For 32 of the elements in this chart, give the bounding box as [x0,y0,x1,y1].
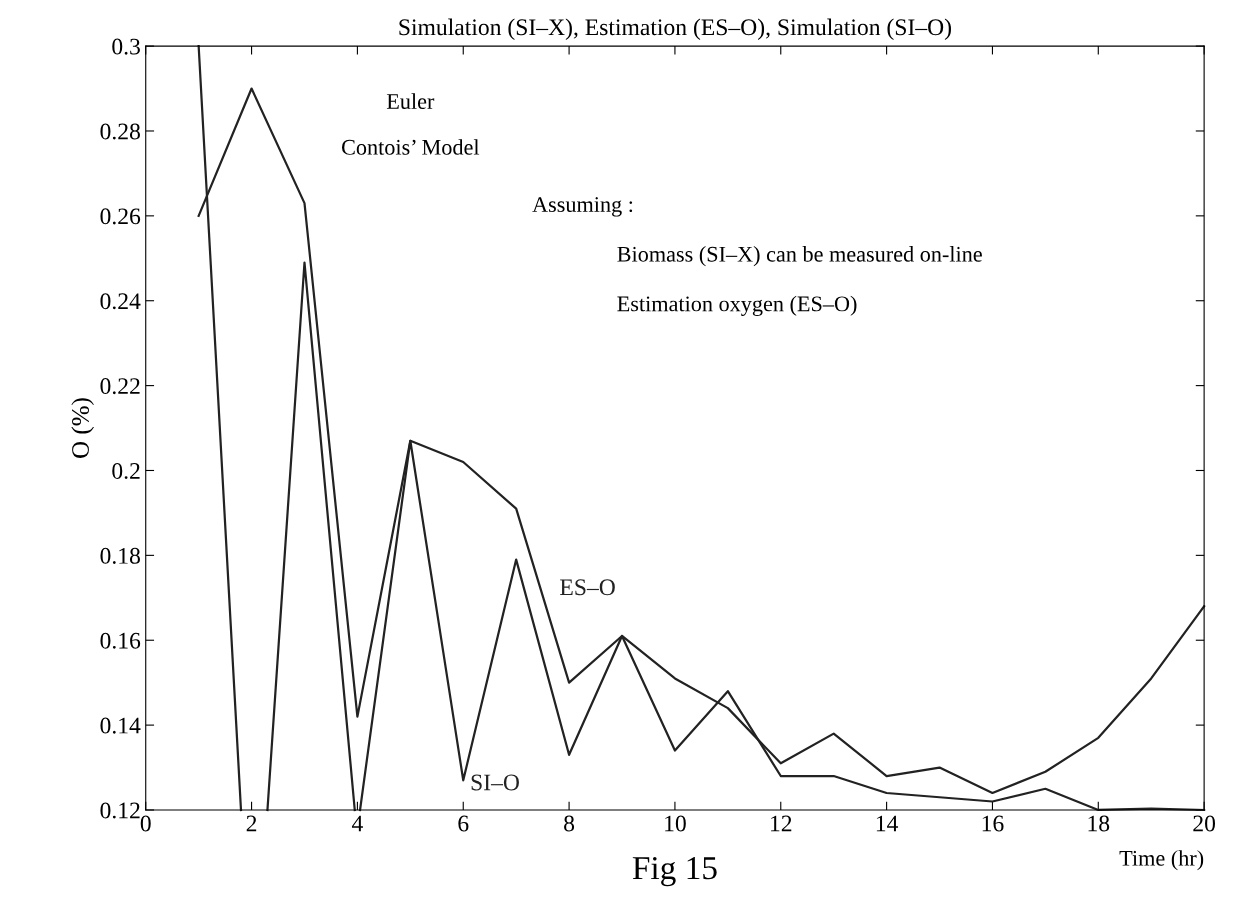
y-tick-label: 0.26 [100,208,141,225]
x-tick-label: 14 [876,815,899,832]
y-tick-label: 0.14 [100,717,141,734]
caption: Fig 15 [632,856,717,887]
y-tick-label: 0.18 [100,547,140,564]
x-tick-label: 6 [458,815,469,832]
annotation: Estimation oxygen (ES–O) [617,295,857,316]
chart-title: Simulation (SI–X), Estimation (ES–O), Simulation (SI–O) [399,18,951,41]
y-axis-title: O (%) [71,398,94,458]
x-tick-label: 18 [1088,815,1110,832]
x-axis-title: Time (hr) [1119,850,1204,871]
x-tick-label: 0 [140,815,151,832]
y-tick-label: 0.22 [100,378,140,395]
annotation: Contois’ Model [342,139,480,155]
y-tick-label: 0.3 [112,38,140,55]
x-tick-label: 12 [771,815,792,832]
y-tick-label: 0.12 [100,802,140,819]
y-tick-label: 0.28 [100,123,140,140]
x-tick-label: 16 [982,815,1004,832]
x-tick-label: 8 [564,815,575,832]
x-tick-label: 20 [1193,815,1216,832]
series-label: SI–O [471,774,519,791]
x-tick-label: 10 [665,815,686,832]
y-tick-label: 0.24 [100,293,141,310]
x-tick-label: 2 [246,815,257,832]
x-tick-label: 4 [351,815,363,832]
y-tick-label: 0.2 [112,462,140,480]
annotation: Euler [386,93,435,109]
annotation: Biomass (SI–X) can be measured on-line [617,246,982,267]
y-tick-label: 0.16 [100,632,141,649]
annotation: Assuming : [532,197,633,217]
series-label: ES–O [560,579,615,596]
